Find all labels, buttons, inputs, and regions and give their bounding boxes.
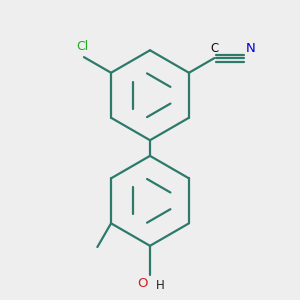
- Text: N: N: [246, 42, 255, 55]
- Text: H: H: [156, 279, 165, 292]
- Text: C: C: [210, 42, 218, 55]
- Text: Cl: Cl: [76, 40, 88, 53]
- Text: O: O: [137, 277, 148, 290]
